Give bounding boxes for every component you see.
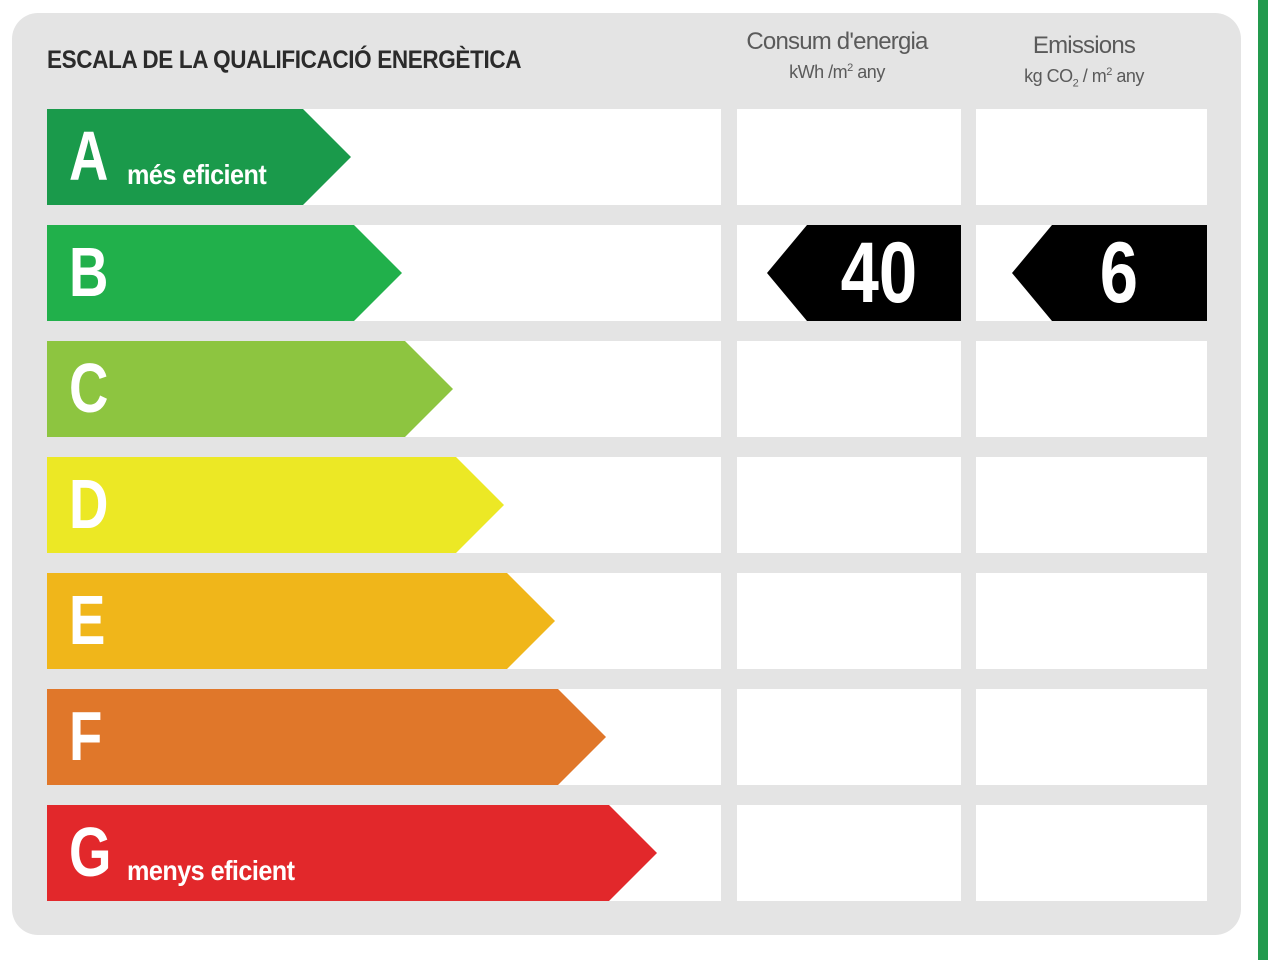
emissions-cell	[976, 341, 1207, 437]
consum-cell	[737, 109, 961, 205]
class-letter: E	[69, 581, 106, 659]
class-letter: D	[69, 465, 109, 543]
emissions-cell	[976, 457, 1207, 553]
class-caption: menys eficient	[127, 855, 295, 886]
class-caption: més eficient	[127, 159, 267, 190]
rating-row-b: B 40 6	[47, 225, 1207, 321]
consum-column-header: Consum d'energia kWh /m2 any	[737, 28, 937, 83]
class-arrow-f: F	[47, 689, 606, 785]
consum-rating-badge: 40	[767, 225, 961, 321]
consum-cell	[737, 457, 961, 553]
consum-cell	[737, 341, 961, 437]
class-arrow-d: D	[47, 457, 504, 553]
class-letter: F	[69, 697, 103, 775]
class-arrow-b: B	[47, 225, 402, 321]
emissions-cell	[976, 109, 1207, 205]
emissions-column-header: Emissions kg CO2 / m2 any	[984, 32, 1184, 90]
class-letter: B	[69, 233, 109, 311]
green-border-strip	[1258, 0, 1268, 960]
rating-row-f: F	[47, 689, 1207, 785]
class-letter: A	[69, 117, 109, 195]
consum-cell	[737, 573, 961, 669]
emissions-header-unit: kg CO2 / m2 any	[1024, 66, 1144, 90]
consum-header-title: Consum d'energia	[746, 28, 928, 55]
consum-cell	[737, 805, 961, 901]
emissions-cell	[976, 689, 1207, 785]
rating-row-c: C	[47, 341, 1207, 437]
rating-row-d: D	[47, 457, 1207, 553]
emissions-cell	[976, 573, 1207, 669]
class-letter: G	[69, 813, 112, 891]
class-letter: C	[69, 349, 109, 427]
consum-header-unit: kWh /m2 any	[789, 62, 885, 82]
class-arrow-c: C	[47, 341, 453, 437]
scale-title: ESCALA DE LA QUALIFICACIÓ ENERGÈTICA	[47, 46, 522, 74]
emissions-cell	[976, 805, 1207, 901]
class-arrow-e: E	[47, 573, 555, 669]
rating-row-e: E	[47, 573, 1207, 669]
emissions-header-title: Emissions	[1032, 32, 1136, 59]
emissions-rating-badge: 6	[1012, 225, 1207, 321]
consum-value: 40	[840, 225, 918, 321]
emissions-value: 6	[1099, 225, 1138, 321]
consum-cell	[737, 689, 961, 785]
